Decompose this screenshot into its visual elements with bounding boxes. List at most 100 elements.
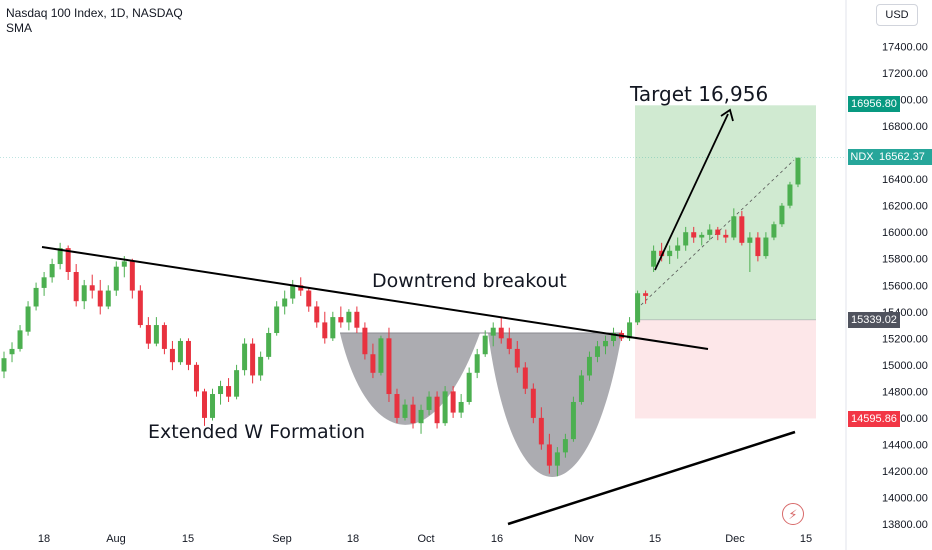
target-annotation[interactable]: Target 16,956 — [630, 82, 769, 106]
candle-body — [314, 306, 320, 323]
x-tick-label: 18 — [347, 533, 359, 545]
candle — [530, 383, 536, 424]
candle-body — [73, 272, 79, 302]
candle-body — [49, 264, 55, 278]
candle-body — [418, 409, 424, 424]
candle-body — [41, 277, 47, 288]
candle-body — [97, 290, 103, 307]
y-tick-label: 14400.00 — [882, 439, 928, 451]
candle — [25, 301, 31, 336]
candle-body — [458, 401, 464, 413]
candle — [643, 290, 649, 304]
breakout-annotation[interactable]: Downtrend breakout — [372, 270, 567, 292]
indicator-label[interactable]: SMA — [6, 21, 33, 35]
candle — [683, 226, 689, 251]
target-arrow-head — [720, 108, 734, 122]
candle-body — [330, 317, 336, 339]
candle-body — [362, 327, 368, 355]
x-tick-label: Dec — [725, 533, 745, 545]
candle — [226, 378, 232, 402]
currency-button[interactable]: USD — [876, 4, 918, 26]
y-tick-label: 14800.00 — [882, 386, 928, 398]
candle — [755, 232, 761, 262]
candle — [306, 287, 312, 312]
symbol-title[interactable]: Nasdaq 100 Index, 1D, NASDAQ — [6, 6, 183, 20]
tradingview-logo-icon[interactable]: ⚡ — [782, 503, 804, 525]
x-tick-label: 15 — [649, 533, 661, 545]
candle — [458, 394, 464, 418]
candle-body — [466, 372, 472, 402]
candle-body — [659, 250, 665, 257]
candle-body — [274, 306, 280, 334]
candle — [498, 317, 504, 344]
candle — [731, 208, 737, 241]
candle — [659, 242, 665, 262]
entry-price-tag: 15339.02 — [848, 312, 900, 328]
candle-body — [562, 439, 568, 453]
candle — [73, 264, 79, 307]
candle-body — [258, 356, 264, 376]
candle — [89, 274, 95, 299]
candle-body — [89, 285, 95, 291]
candle — [17, 325, 23, 352]
candle-body — [683, 232, 689, 246]
candle — [378, 335, 384, 376]
candle-body — [586, 356, 592, 376]
candle-body — [282, 298, 288, 307]
target-arrow-shaft — [654, 113, 729, 271]
candle-body — [298, 285, 304, 291]
candle-body — [570, 401, 576, 440]
candle — [739, 210, 745, 246]
candle — [611, 327, 617, 347]
candle-body — [129, 261, 135, 291]
candle-body — [594, 346, 600, 357]
candle-body — [33, 287, 39, 307]
candle-body — [338, 317, 344, 323]
y-tick-label: 17400.00 — [882, 42, 928, 54]
x-tick-label: Aug — [106, 533, 126, 545]
last-price-value: 16562.37 — [879, 151, 925, 163]
candle-body — [193, 364, 199, 392]
candle-body — [707, 229, 713, 235]
candle — [153, 317, 159, 347]
candle — [707, 224, 713, 241]
candle — [450, 386, 456, 418]
candle — [1, 351, 7, 379]
candle — [410, 396, 416, 429]
candle — [795, 157, 801, 188]
candle-body — [306, 290, 312, 307]
candle-body — [266, 333, 272, 357]
stop-price-value: 14595.86 — [851, 413, 897, 425]
candle-body — [65, 248, 71, 272]
candle — [434, 391, 440, 429]
candle — [322, 311, 328, 344]
candle-body — [113, 266, 119, 291]
candle — [137, 285, 143, 328]
candle-body — [546, 444, 552, 466]
candle — [586, 351, 592, 381]
loss-zone — [635, 319, 816, 419]
candle — [386, 327, 392, 402]
candle-body — [250, 343, 256, 376]
candle — [354, 306, 360, 334]
candle-body — [667, 250, 673, 257]
entry-price-value: 15339.02 — [851, 314, 897, 326]
candle-body — [578, 375, 584, 402]
candle-body — [242, 343, 248, 371]
candle — [210, 388, 216, 421]
candle-body — [747, 237, 753, 243]
candle-body — [426, 396, 432, 410]
candle — [651, 245, 657, 272]
candle-body — [169, 348, 175, 363]
candle-body — [121, 261, 127, 267]
formation-annotation[interactable]: Extended W Formation — [148, 421, 366, 443]
candle — [723, 229, 729, 243]
candle — [81, 279, 87, 310]
candle-body — [202, 391, 207, 418]
candle-body — [105, 290, 111, 307]
last-price-symbol: NDX — [850, 151, 874, 163]
target-price-tag: 16956.80 — [848, 96, 900, 112]
x-tick-label: 15 — [800, 533, 812, 545]
candle — [250, 338, 256, 384]
